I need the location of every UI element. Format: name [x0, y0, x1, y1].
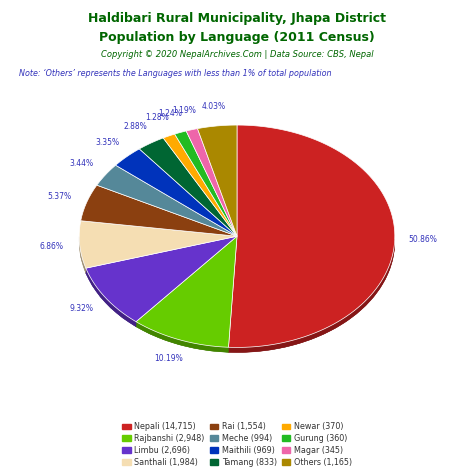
PathPatch shape: [86, 236, 237, 322]
Legend: Nepali (14,715), Rajbanshi (2,948), Limbu (2,696), Santhali (1,984), Rai (1,554): Nepali (14,715), Rajbanshi (2,948), Limb…: [119, 419, 355, 470]
Text: 4.03%: 4.03%: [201, 101, 226, 110]
Text: 1.28%: 1.28%: [145, 113, 168, 122]
PathPatch shape: [116, 149, 237, 236]
Text: 3.35%: 3.35%: [95, 138, 119, 147]
Text: 10.19%: 10.19%: [155, 354, 183, 363]
Text: 3.44%: 3.44%: [70, 159, 94, 168]
Polygon shape: [136, 322, 228, 352]
Text: Population by Language (2011 Census): Population by Language (2011 Census): [99, 31, 375, 44]
Text: Note: ‘Others’ represents the Languages with less than 1% of total population: Note: ‘Others’ represents the Languages …: [19, 69, 332, 78]
PathPatch shape: [139, 138, 237, 236]
PathPatch shape: [97, 165, 237, 236]
Text: 50.86%: 50.86%: [409, 235, 438, 244]
Polygon shape: [86, 268, 136, 327]
Polygon shape: [228, 244, 394, 352]
Text: Haldibari Rural Municipality, Jhapa District: Haldibari Rural Municipality, Jhapa Dist…: [88, 12, 386, 25]
Text: 2.88%: 2.88%: [124, 122, 147, 131]
Polygon shape: [136, 322, 228, 352]
Text: 5.37%: 5.37%: [47, 192, 72, 201]
Text: 9.32%: 9.32%: [70, 304, 94, 313]
Text: Copyright © 2020 NepalArchives.Com | Data Source: CBS, Nepal: Copyright © 2020 NepalArchives.Com | Dat…: [100, 50, 374, 59]
Polygon shape: [79, 241, 86, 273]
PathPatch shape: [174, 131, 237, 236]
PathPatch shape: [136, 236, 237, 347]
Polygon shape: [79, 237, 86, 273]
PathPatch shape: [186, 128, 237, 236]
PathPatch shape: [198, 125, 237, 236]
PathPatch shape: [81, 185, 237, 236]
PathPatch shape: [79, 221, 237, 268]
PathPatch shape: [228, 125, 395, 347]
Text: 1.19%: 1.19%: [172, 106, 196, 115]
Text: 6.86%: 6.86%: [39, 242, 64, 251]
Text: 1.24%: 1.24%: [158, 109, 182, 118]
Polygon shape: [228, 239, 395, 353]
PathPatch shape: [163, 134, 237, 236]
Polygon shape: [86, 268, 136, 327]
